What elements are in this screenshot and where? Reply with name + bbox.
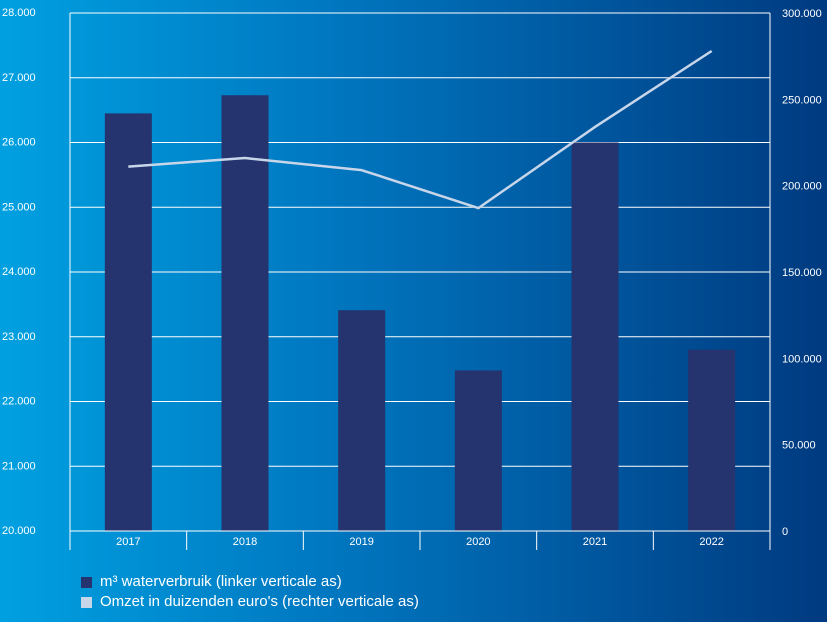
bar [454, 370, 502, 531]
y-right-tick-label: 250.000 [782, 94, 822, 106]
y-left-tick-label: 23.000 [2, 331, 36, 343]
y-right-tick-label: 0 [782, 526, 788, 538]
y-left-tick-label: 27.000 [2, 72, 36, 84]
y-left-tick-label: 22.000 [2, 396, 36, 408]
x-tick-label: 2017 [116, 536, 140, 548]
y-left-tick-label: 25.000 [2, 201, 36, 213]
y-left-tick-label: 20.000 [2, 525, 36, 537]
legend-item-water: m³ waterverbruik (linker verticale as) [81, 572, 419, 592]
y-right-tick-label: 200.000 [782, 181, 822, 193]
y-right-tick-label: 50.000 [782, 440, 816, 452]
legend-label-omzet: Omzet in duizenden euro's (rechter verti… [100, 593, 419, 610]
x-tick-label: 2018 [233, 536, 257, 548]
legend: m³ waterverbruik (linker verticale as) O… [81, 572, 419, 612]
y-right-tick-label: 100.000 [782, 353, 822, 365]
y-left-tick-label: 21.000 [2, 460, 36, 472]
series-line-omzet [128, 49, 713, 210]
y-left-tick-label: 26.000 [2, 137, 36, 149]
y-left-tick-label: 28.000 [2, 7, 36, 19]
legend-item-omzet: Omzet in duizenden euro's (rechter verti… [81, 592, 419, 612]
x-tick-label: 2020 [466, 536, 490, 548]
bar [571, 142, 619, 531]
bar [221, 95, 269, 532]
bar [104, 113, 152, 532]
legend-swatch-water [81, 576, 92, 588]
bar [688, 349, 736, 531]
x-tick-label: 2022 [699, 536, 723, 548]
y-left-tick-label: 24.000 [2, 266, 36, 278]
x-tick-label: 2021 [583, 536, 607, 548]
legend-swatch-omzet [81, 596, 92, 608]
y-right-tick-label: 300.000 [782, 8, 822, 20]
bar [338, 310, 386, 531]
y-right-tick-label: 150.000 [782, 267, 822, 279]
legend-label-water: m³ waterverbruik (linker verticale as) [100, 573, 342, 590]
x-tick-label: 2019 [349, 536, 373, 548]
